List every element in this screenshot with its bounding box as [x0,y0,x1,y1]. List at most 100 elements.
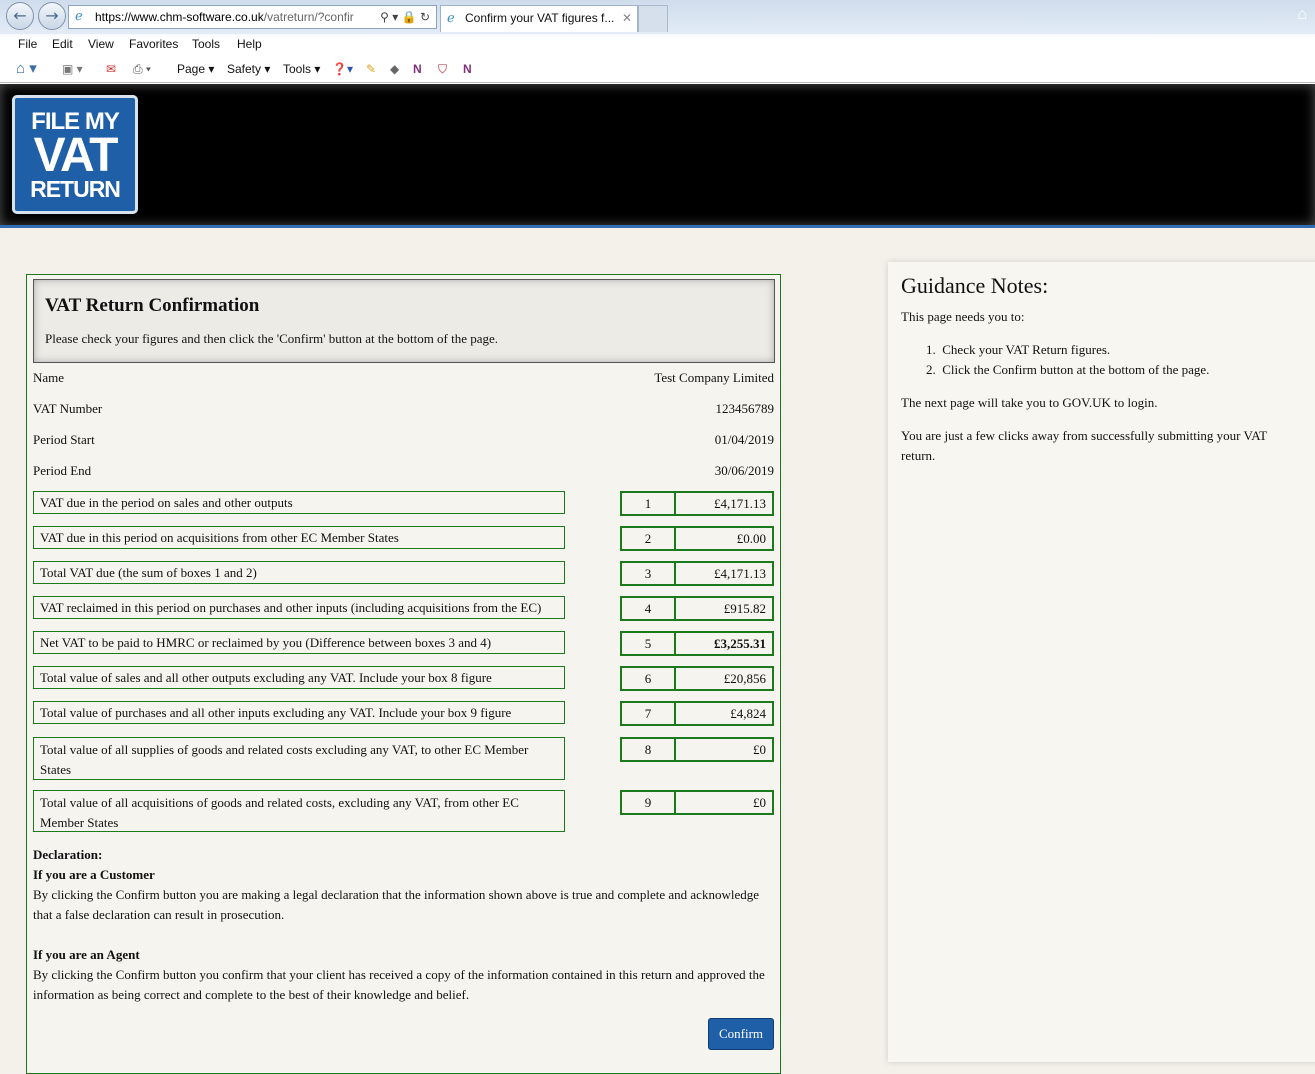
box-value: £3,255.31 [714,636,766,651]
guidance-closing: You are just a few clicks away from succ… [901,428,1267,463]
box-7: 7 £4,824 [620,701,774,726]
box-number: 6 [622,668,676,689]
guidance-step-2: 2. Click the Confirm button at the botto… [926,362,1210,377]
menu-bar: File Edit View Favorites Tools Help [0,34,1315,56]
box-5: 5 £3,255.31 [620,631,774,656]
command-bar: ⌂ ▾ ▣ ▾ ✉ ⎙ ▾ Page ▾ Safety ▾ Tools ▾ ❓▾… [0,57,1315,83]
header-divider [0,225,1315,228]
guidance-next: The next page will take you to GOV.UK to… [901,395,1158,410]
mail-icon[interactable]: ✉ [106,62,117,76]
box-number: 5 [622,633,676,654]
info-label: Period End [33,463,92,478]
menu-tools[interactable]: Tools [192,37,221,51]
box-number: 3 [622,563,676,584]
print-icon[interactable]: ⎙ ▾ [133,62,151,76]
box-label-2: VAT due in this period on acquisitions f… [33,526,565,549]
customer-heading: If you are a Customer [33,867,155,882]
box-label-1: VAT due in the period on sales and other… [33,491,565,514]
guidance-panel: Guidance Notes: This page needs you to: … [888,262,1315,1062]
box-label-4: VAT reclaimed in this period on purchase… [33,596,565,619]
agent-text: By clicking the Confirm button you confi… [33,967,765,1002]
box-number: 7 [622,703,676,724]
box-6: 6 £20,856 [620,666,774,691]
safety-menu[interactable]: Safety ▾ [227,62,271,76]
guidance-step-1: 1. Check your VAT Return figures. [926,342,1111,357]
box-value: £0 [753,742,766,757]
menu-edit[interactable]: Edit [52,37,73,51]
info-row-vat-number: VAT Number 123456789 [33,401,774,419]
box-label-8: Total value of all supplies of goods and… [33,737,565,780]
browser-tab[interactable]: ℯ Confirm your VAT figures f... ✕ [440,5,638,32]
info-row-period-start: Period Start 01/04/2019 [33,432,774,450]
page-subtitle: Please check your figures and then click… [45,331,499,346]
step-text: Check your VAT Return figures. [942,342,1111,357]
new-tab-button[interactable] [638,5,668,32]
home-icon[interactable]: ⌂ [1297,6,1307,23]
box-label-6: Total value of sales and all other outpu… [33,666,565,689]
box-value: £4,824 [730,706,766,721]
addon-pen-icon[interactable]: ✎ [366,62,377,76]
refresh-icon[interactable]: ↻ [419,10,430,24]
addon-icon[interactable]: ◆ [390,62,400,76]
lock-icon[interactable]: 🔒 [401,10,417,24]
tools-menu[interactable]: Tools ▾ [283,62,321,76]
close-tab-icon[interactable]: ✕ [621,11,632,25]
step-text: Click the Confirm button at the bottom o… [942,362,1210,377]
ie-tab-icon: ℯ [447,11,455,26]
box-label-3: Total VAT due (the sum of boxes 1 and 2) [33,561,565,584]
box-value: £4,171.13 [714,496,766,511]
menu-view[interactable]: View [88,37,114,51]
agent-heading: If you are an Agent [33,947,140,962]
info-value: 01/04/2019 [714,432,774,447]
info-row-period-end: Period End 30/06/2019 [33,463,774,481]
search-icon[interactable]: ⚲ [380,10,389,24]
menu-file[interactable]: File [18,37,38,51]
customer-text: By clicking the Confirm button you are m… [33,887,759,922]
box-number: 8 [622,739,676,760]
declaration-heading: Declaration: [33,847,103,862]
site-header [0,84,1315,226]
box-value: £915.82 [723,601,766,616]
declaration: Declaration: If you are a Customer By cl… [33,845,775,1005]
menu-help[interactable]: Help [237,37,262,51]
box-value: £20,856 [723,671,766,686]
info-value: Test Company Limited [654,370,774,385]
title-box: VAT Return Confirmation Please check you… [33,279,775,363]
box-4: 4 £915.82 [620,596,774,621]
box-value: £0.00 [736,531,766,546]
menu-favorites[interactable]: Favorites [129,37,179,51]
box-9: 9 £0 [620,790,774,815]
box-3: 3 £4,171.13 [620,561,774,586]
box-value: £0 [753,795,766,810]
mcafee-icon[interactable]: ⛉ [438,62,448,76]
page-title: VAT Return Confirmation [45,295,260,316]
url-path: /vatreturn/?confir [263,10,354,24]
info-row-name: Name Test Company Limited [33,370,774,388]
feeds-icon[interactable]: ▣ ▾ [62,62,83,76]
info-label: Period Start [33,432,95,447]
address-bar[interactable]: ℯ https://www.chm-software.co.uk/vatretu… [68,5,437,29]
confirm-button[interactable]: Confirm [708,1018,774,1050]
info-label: VAT Number [33,401,103,416]
back-button[interactable]: ← [6,2,34,30]
box-2: 2 £0.00 [620,526,774,551]
onenote-icon[interactable]: N [413,62,422,76]
info-value: 123456789 [715,401,775,416]
box-number: 9 [622,792,676,813]
page-menu[interactable]: Page ▾ [177,62,215,76]
box-number: 2 [622,528,676,549]
box-value: £4,171.13 [714,566,766,581]
help-icon[interactable]: ❓▾ [332,62,353,76]
box-label-9: Total value of all acquisitions of goods… [33,790,565,832]
info-label: Name [33,370,65,385]
home-icon[interactable]: ⌂ ▾ [16,60,37,77]
box-1: 1 £4,171.13 [620,491,774,516]
onenote-linked-icon[interactable]: N [463,62,472,76]
box-number: 4 [622,598,676,619]
guidance-title: Guidance Notes: [901,273,1049,298]
tab-title: Confirm your VAT figures f... [465,11,615,25]
url-domain: https://www.chm-software.co.uk [95,10,264,24]
forward-button[interactable]: → [38,2,66,30]
box-label-5: Net VAT to be paid to HMRC or reclaimed … [33,631,565,654]
file-my-vat-return-logo[interactable]: FILE MY VAT RETURN [12,95,138,214]
